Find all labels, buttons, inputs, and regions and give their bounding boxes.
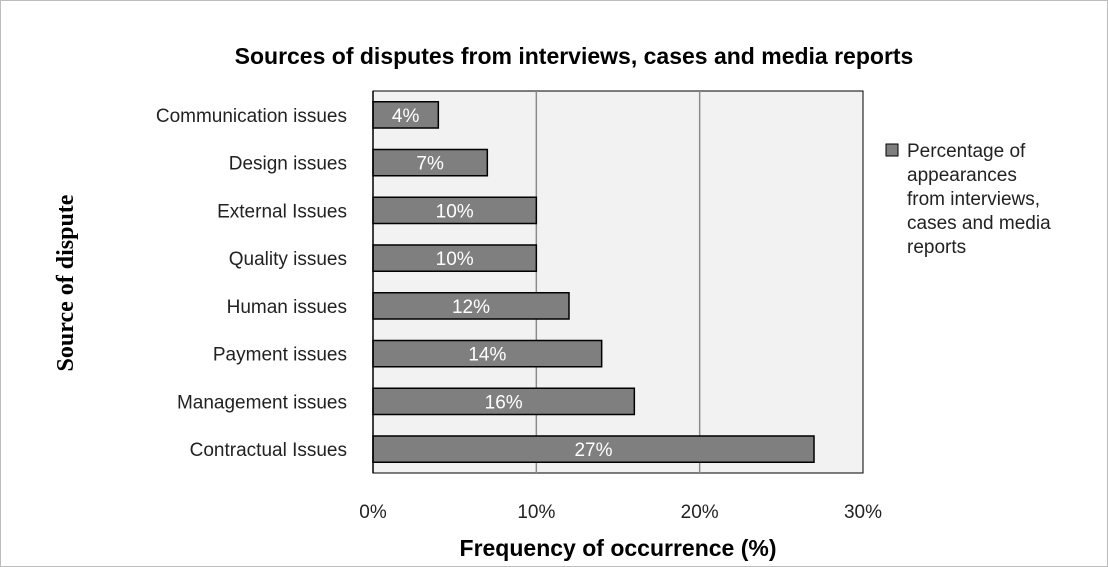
x-tick-label: 30% (844, 502, 882, 523)
bar-data-label: 27% (574, 440, 612, 461)
x-tick-labels: 0% 10% 20% 30% (359, 502, 882, 523)
legend-label-line: appearances (907, 165, 1017, 186)
bar-data-label: 10% (436, 249, 474, 270)
bar (372, 148, 489, 177)
bar-data-label: 10% (436, 201, 474, 222)
category-label: Contractual Issues (190, 440, 347, 461)
bar-data-label: 16% (485, 392, 523, 413)
bar (372, 291, 570, 320)
bar-data-label: 7% (416, 154, 444, 175)
legend: Percentage of appearances from interviews,… (885, 141, 1051, 258)
category-label: Human issues (227, 297, 347, 318)
bar-data-label: 12% (452, 297, 490, 318)
x-axis-label: Frequency of occurrence (%) (460, 535, 777, 561)
legend-swatch (885, 143, 899, 157)
y-axis-label: Source of dispute (53, 194, 79, 371)
category-label: Design issues (229, 154, 347, 175)
category-label: Management issues (177, 392, 347, 413)
category-label: Communication issues (156, 106, 347, 127)
legend-label-line: Percentage of (907, 141, 1026, 162)
plot-area: 4% 7% 10% 10% 12% 14% 16% 27% (372, 90, 864, 474)
bar (372, 339, 603, 368)
category-label: Payment issues (213, 345, 347, 366)
bar-data-label: 14% (468, 345, 506, 366)
bar-data-labels: 4% 7% 10% 10% 12% 14% 16% 27% (392, 106, 613, 461)
legend-label-line: cases and media (907, 213, 1051, 234)
legend-label: Percentage of appearances from interviews,… (907, 141, 1051, 258)
legend-label-line: from interviews, (907, 189, 1040, 210)
category-labels: Communication issues Design issues Externa… (156, 106, 347, 461)
x-tick-label: 20% (681, 502, 719, 523)
bar (372, 387, 636, 416)
x-tick-label: 0% (359, 502, 387, 523)
bar (372, 435, 815, 464)
bars (372, 100, 815, 464)
category-label: External Issues (217, 201, 347, 222)
plot-background (372, 90, 864, 474)
chart-title: Sources of disputes from interviews, cas… (235, 43, 914, 69)
x-tick-label: 10% (517, 502, 555, 523)
legend-label-line: reports (907, 237, 966, 258)
bar-data-label: 4% (392, 106, 420, 127)
category-label: Quality issues (229, 249, 347, 270)
